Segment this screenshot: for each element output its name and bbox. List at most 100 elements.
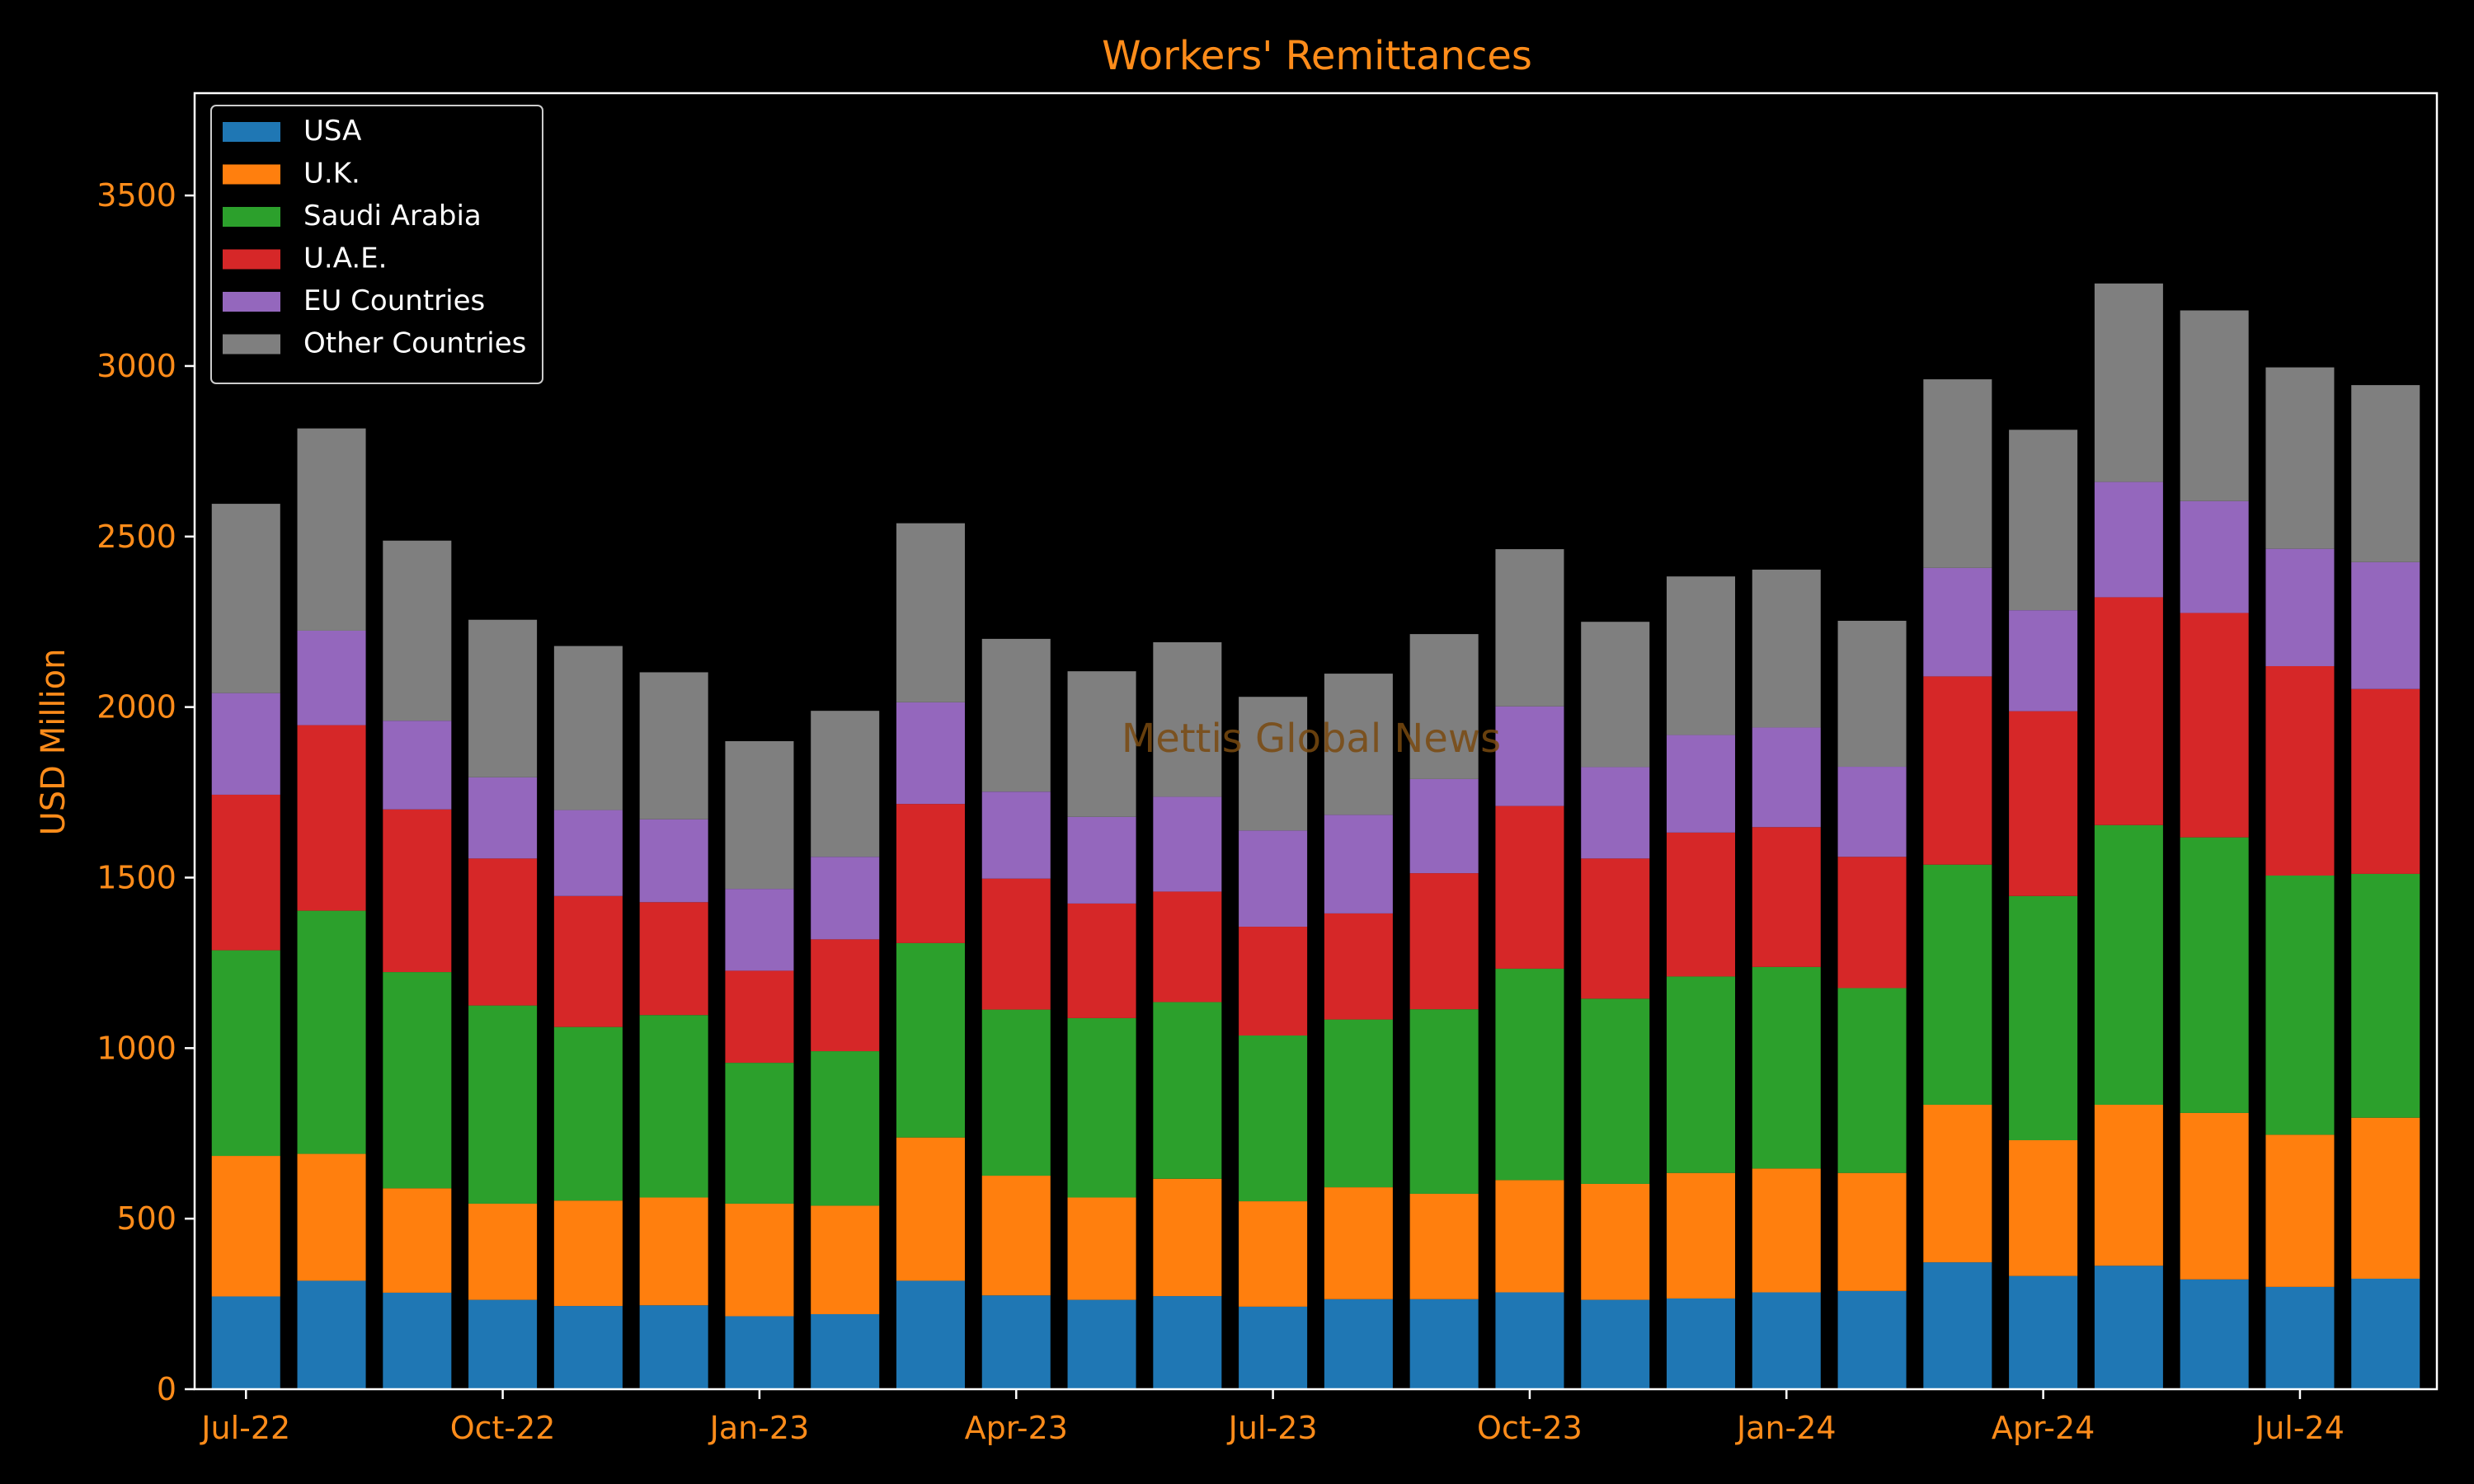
bar-eu-countries-jun-24	[2180, 500, 2249, 613]
bar-saudi-arabia-jul-22	[211, 950, 280, 1157]
bar-saudi-arabia-dec-22	[639, 1015, 708, 1198]
bar-u-k-jan-24	[1752, 1168, 1821, 1293]
bar-u-a-e-oct-23	[1495, 805, 1564, 969]
bar-eu-countries-sep-22	[383, 721, 452, 810]
bar-saudi-arabia-aug-23	[1324, 1019, 1393, 1188]
bar-usa-jan-23	[725, 1316, 794, 1389]
bar-saudi-arabia-apr-24	[2009, 895, 2078, 1141]
bar-u-a-e-mar-24	[1923, 676, 1992, 865]
watermark-text: Mettis Global News	[1122, 716, 1501, 762]
bar-u-a-e-jul-24	[2265, 665, 2335, 876]
bar-other-countries-jan-24	[1752, 569, 1821, 728]
bar-eu-countries-aug-24	[2351, 561, 2420, 689]
y-axis-title: USD Million	[35, 649, 73, 836]
bar-other-countries-aug-24	[2351, 385, 2420, 562]
bar-u-a-e-sep-22	[383, 809, 452, 973]
bar-usa-mar-23	[896, 1280, 965, 1389]
bar-saudi-arabia-mar-24	[1923, 864, 1992, 1105]
bar-eu-countries-jun-23	[1153, 796, 1222, 892]
y-tick-label: 1500	[96, 859, 176, 895]
bar-u-a-e-apr-24	[2009, 711, 2078, 896]
bar-usa-aug-24	[2351, 1278, 2420, 1389]
bar-other-countries-oct-23	[1495, 549, 1564, 707]
bar-saudi-arabia-jul-24	[2265, 875, 2335, 1135]
bar-u-k-nov-23	[1581, 1183, 1650, 1300]
bar-saudi-arabia-jan-23	[725, 1063, 794, 1204]
bar-u-k-feb-23	[811, 1205, 880, 1314]
bar-usa-feb-24	[1837, 1290, 1907, 1389]
x-tick-label: Jan-24	[1735, 1410, 1837, 1446]
bar-u-a-e-nov-22	[553, 895, 623, 1027]
legend: USA U.K. Saudi Arabia U.A.E. EU Countries Oth…	[210, 105, 543, 384]
bar-eu-countries-aug-22	[297, 630, 366, 726]
bar-saudi-arabia-oct-23	[1495, 968, 1564, 1181]
bar-eu-countries-dec-23	[1666, 735, 1736, 833]
bar-usa-dec-22	[639, 1305, 708, 1389]
bar-eu-countries-oct-23	[1495, 706, 1564, 806]
x-tick-label: Oct-23	[1477, 1410, 1583, 1446]
bar-saudi-arabia-aug-24	[2351, 873, 2420, 1118]
bar-u-k-oct-23	[1495, 1180, 1564, 1293]
bar-usa-jul-23	[1239, 1306, 1308, 1389]
legend-label: USA	[303, 115, 361, 148]
bar-eu-countries-may-23	[1067, 816, 1136, 904]
bar-other-countries-nov-23	[1581, 622, 1650, 768]
bar-usa-apr-23	[981, 1295, 1051, 1389]
bar-u-a-e-jul-22	[211, 794, 280, 951]
bar-usa-mar-24	[1923, 1262, 1992, 1389]
bar-other-countries-jul-22	[211, 504, 280, 693]
bar-saudi-arabia-feb-24	[1837, 988, 1907, 1173]
legend-swatch	[223, 249, 280, 270]
bar-u-a-e-jan-23	[725, 970, 794, 1064]
bar-eu-countries-feb-24	[1837, 767, 1907, 857]
bar-u-k-oct-22	[468, 1203, 538, 1300]
bar-u-k-dec-23	[1666, 1172, 1736, 1298]
y-tick-label: 1000	[96, 1030, 176, 1066]
x-tick-label: Apr-23	[965, 1410, 1068, 1446]
bar-other-countries-nov-22	[553, 646, 623, 810]
bar-saudi-arabia-apr-23	[981, 1009, 1051, 1176]
bar-eu-countries-may-24	[2094, 481, 2163, 598]
y-tick-label: 3000	[96, 348, 176, 384]
bar-u-k-mar-24	[1923, 1104, 1992, 1263]
bar-saudi-arabia-feb-23	[811, 1051, 880, 1206]
bar-u-a-e-feb-24	[1837, 857, 1907, 989]
bar-other-countries-apr-23	[981, 638, 1051, 792]
legend-swatch	[223, 334, 280, 355]
bar-u-k-jan-23	[725, 1203, 794, 1317]
bar-u-k-feb-24	[1837, 1172, 1907, 1291]
bar-eu-countries-dec-22	[639, 819, 708, 903]
bar-u-a-e-may-24	[2094, 597, 2163, 825]
bar-other-countries-dec-23	[1666, 576, 1736, 735]
bar-other-countries-may-24	[2094, 283, 2163, 482]
x-tick-label: Jan-23	[708, 1410, 810, 1446]
bar-u-a-e-aug-23	[1324, 913, 1393, 1020]
y-tick-label: 3500	[96, 177, 176, 214]
bar-eu-countries-sep-23	[1409, 778, 1479, 874]
bar-other-countries-oct-22	[468, 619, 538, 777]
bar-saudi-arabia-dec-23	[1666, 976, 1736, 1173]
bar-u-k-dec-22	[639, 1197, 708, 1306]
bar-other-countries-feb-24	[1837, 620, 1907, 768]
bar-u-k-jun-23	[1153, 1178, 1222, 1297]
bar-other-countries-jun-23	[1153, 642, 1222, 797]
bar-u-a-e-oct-22	[468, 858, 538, 1006]
bar-u-k-jul-22	[211, 1156, 280, 1297]
legend-swatch	[223, 164, 280, 185]
bar-u-k-sep-23	[1409, 1193, 1479, 1299]
bar-saudi-arabia-nov-23	[1581, 998, 1650, 1184]
y-tick-label: 2000	[96, 689, 176, 726]
bar-other-countries-may-23	[1067, 671, 1136, 817]
bar-other-countries-mar-23	[896, 523, 965, 702]
bar-usa-oct-22	[468, 1299, 538, 1389]
bar-eu-countries-apr-23	[981, 791, 1051, 879]
bar-u-a-e-aug-22	[297, 725, 366, 911]
bar-u-k-apr-23	[981, 1176, 1051, 1296]
bar-other-countries-jun-24	[2180, 310, 2249, 501]
bars-layer	[211, 283, 2420, 1389]
x-tick-label: Oct-22	[450, 1410, 556, 1446]
bar-u-a-e-jan-24	[1752, 827, 1821, 967]
bar-u-a-e-feb-23	[811, 939, 880, 1052]
bar-u-k-jul-23	[1239, 1201, 1308, 1307]
y-tick-label: 0	[157, 1371, 176, 1407]
